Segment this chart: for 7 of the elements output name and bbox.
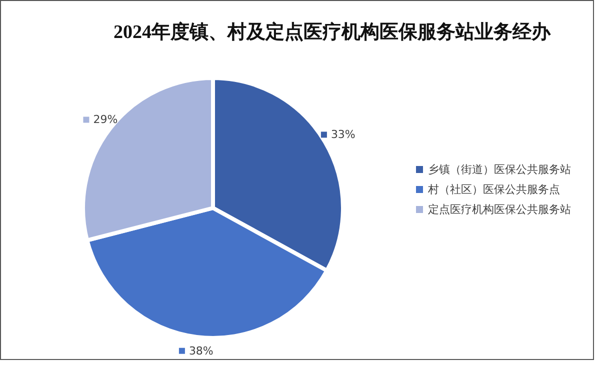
data-label: 33% — [330, 128, 356, 142]
legend-label: 乡镇（街道）医保公共服务站 — [428, 162, 571, 176]
legend-label: 村（社区）医保公共服务点 — [428, 182, 560, 196]
legend-label: 定点医疗机构医保公共服务站 — [428, 202, 571, 216]
data-label: 38% — [188, 344, 214, 358]
data-label: 29% — [93, 113, 118, 126]
chart-title: 2024年度镇、村及定点医疗机构医保服务站业务经办 — [112, 20, 552, 45]
